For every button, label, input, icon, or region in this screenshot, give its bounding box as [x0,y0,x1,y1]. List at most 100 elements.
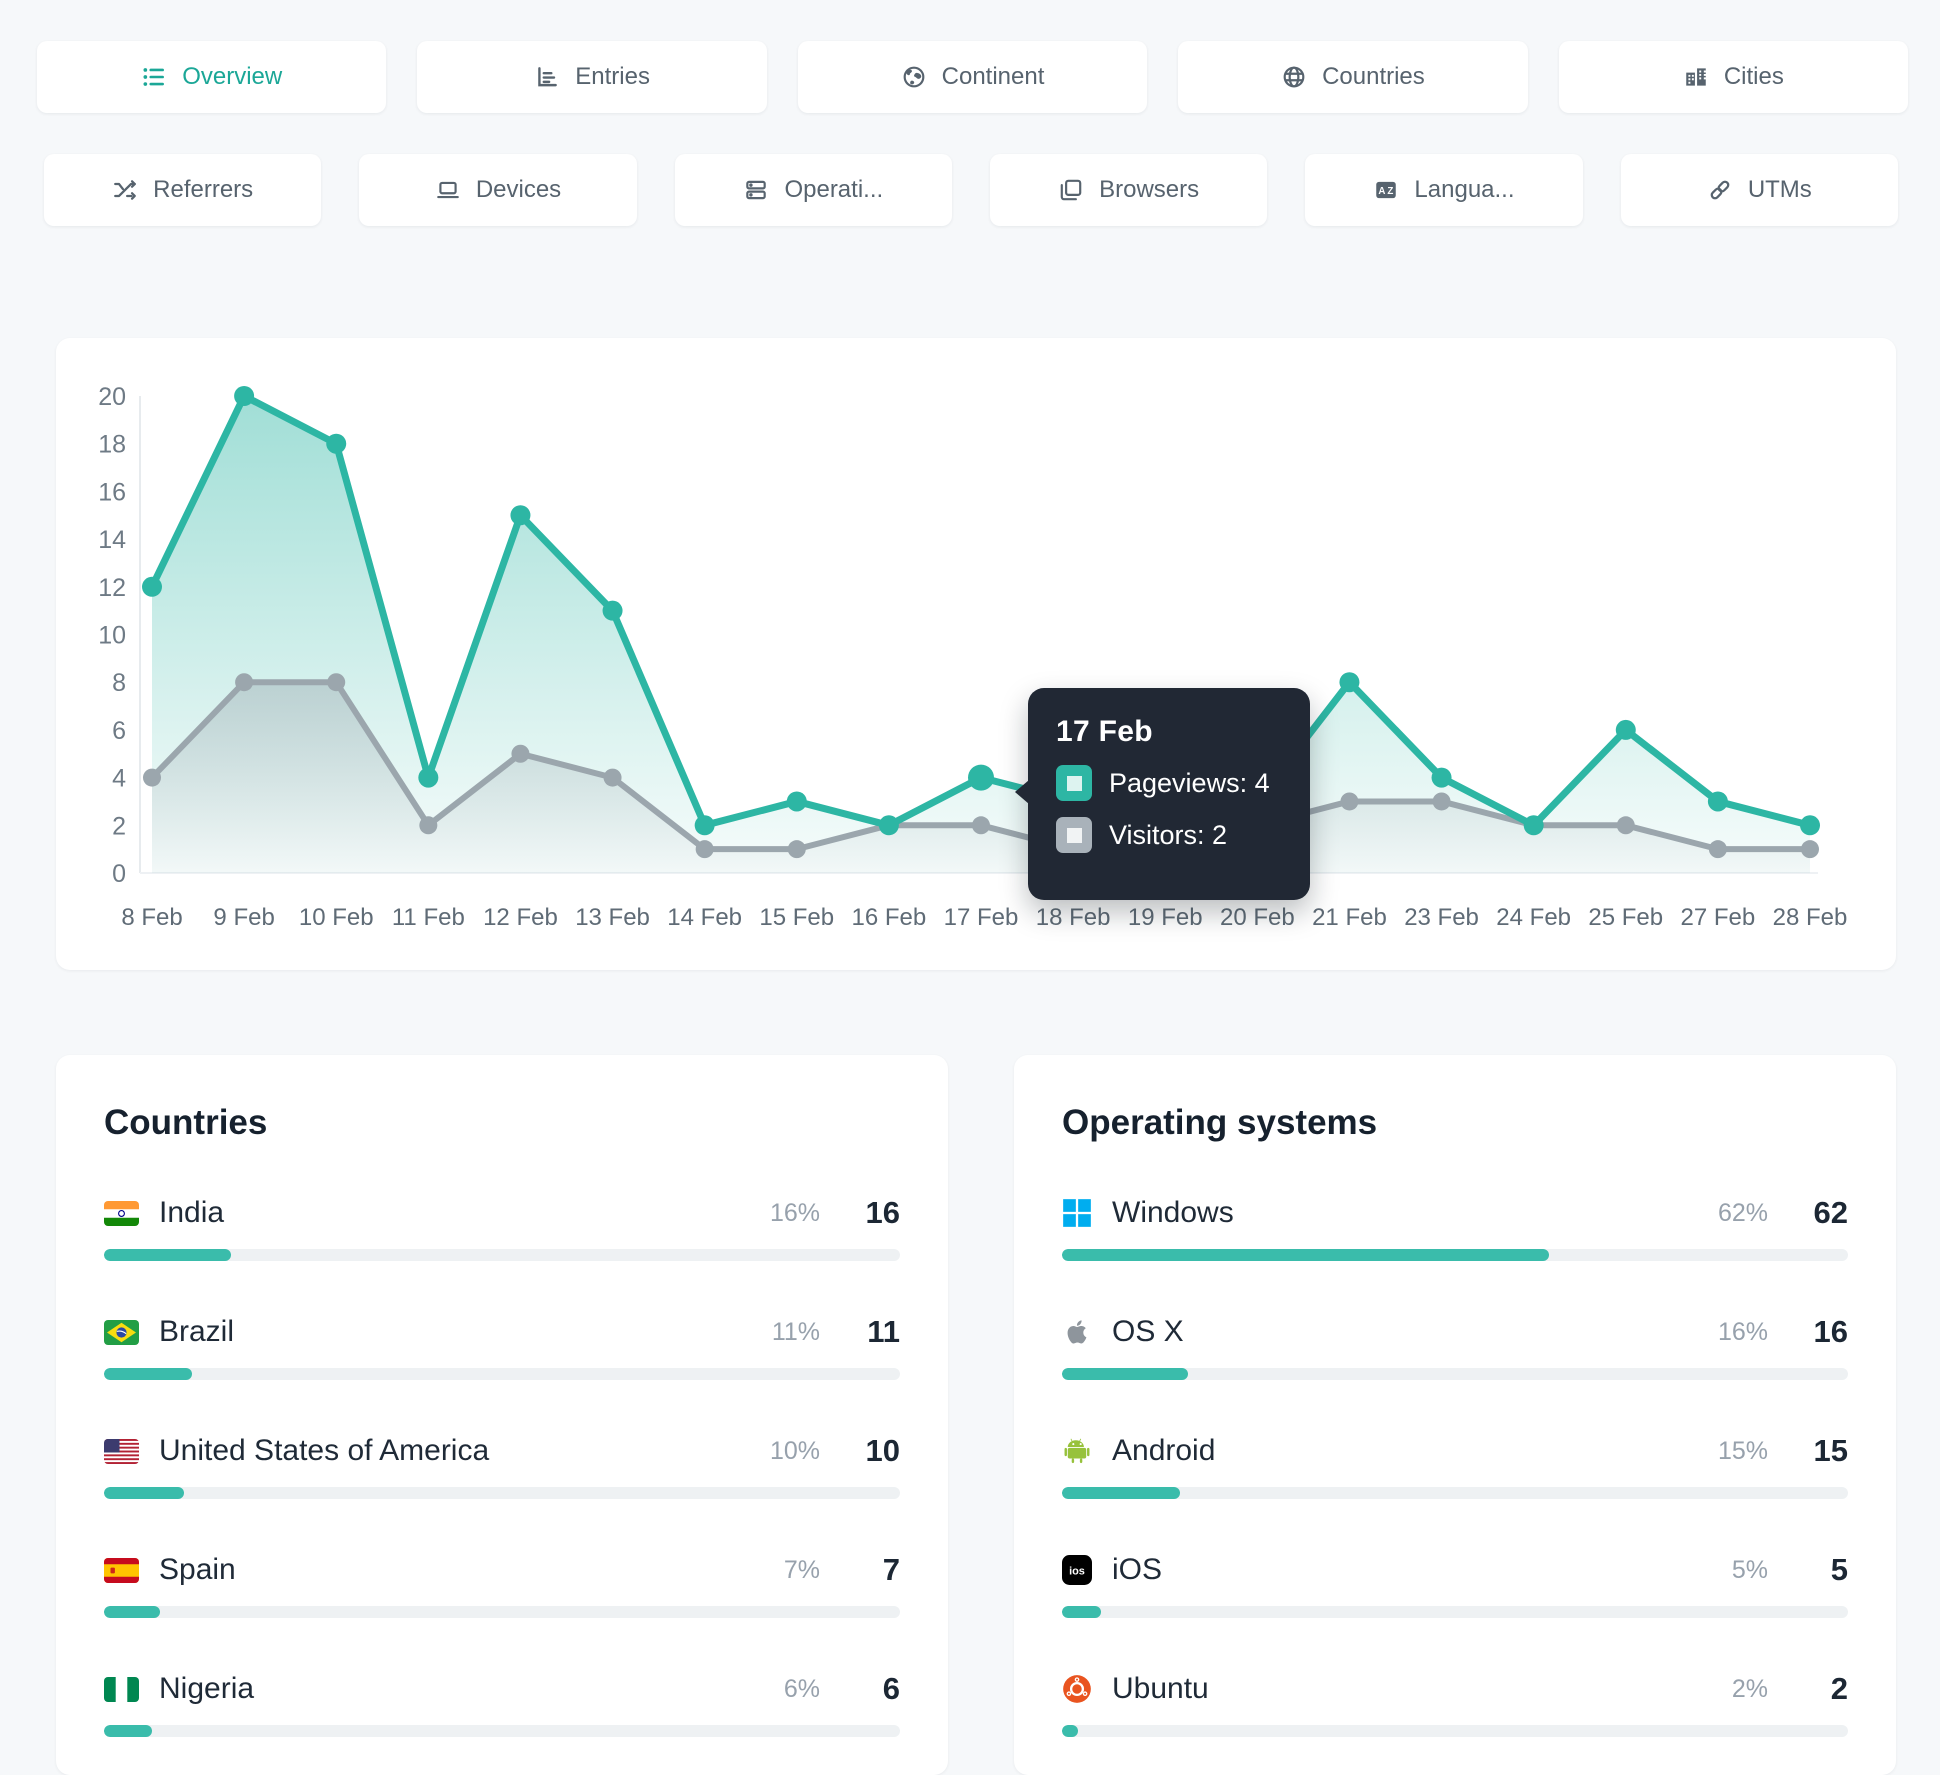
primary-tabs: Overview Entries Continent Countries Cities [37,41,1909,113]
tab-countries[interactable]: Countries [1178,41,1528,113]
progress-bar [1062,1606,1848,1618]
progress-bar [1062,1368,1848,1380]
series-swatch-icon [1056,817,1092,853]
x-tick-label: 19 Feb [1128,904,1203,931]
stat-row-top: ios iOS 5% 5 [1062,1552,1848,1588]
stat-percent: 16% [769,1198,820,1227]
pageviews-point [878,815,899,836]
chart-card[interactable]: 0 2 4 6 8 10 12 14 16 18 20 8 Feb 9 Feb 10 Feb 11 Feb 1… [56,338,1896,970]
windows-logo-icon [1062,1198,1092,1228]
traffic-area-chart[interactable]: 0 2 4 6 8 10 12 14 16 18 20 8 Feb 9 Feb 10 Feb 11 Feb 1… [56,338,1896,970]
ios-logo-icon: ios [1062,1555,1092,1585]
flag-india [104,1200,139,1226]
os-panel-title: Operating systems [1062,1103,1378,1142]
countries-panel: Countries India 16% 16 Brazil 11% 11 United St… [56,1055,948,1775]
progress-bar-fill [104,1368,192,1380]
stat-percent: 10% [769,1436,820,1465]
stat-value: 16 [1813,1314,1848,1349]
x-tick-label: 13 Feb [575,904,650,931]
visitors-point [511,744,530,763]
pageviews-point [234,386,255,406]
tab-label: Continent [941,63,1045,90]
list-item-spain[interactable]: Spain 7% 7 [104,1552,900,1618]
visitors-point [972,816,990,835]
pageviews-point [1800,815,1820,836]
pageviews-point [418,767,439,788]
tab-referrers[interactable]: Referrers [44,154,322,226]
x-tick-label: 24 Feb [1496,904,1571,931]
list-item-ios[interactable]: ios iOS 5% 5 [1062,1552,1848,1618]
tab-langua[interactable]: A Z Langua... [1305,154,1583,226]
y-tick-label: 14 [98,526,126,554]
progress-bar-fill [104,1725,152,1737]
progress-bar-fill [104,1487,184,1499]
visitors-point [603,768,622,787]
tab-entries[interactable]: Entries [417,41,767,113]
svg-text:Z: Z [1388,186,1394,197]
list-item-os-x[interactable]: OS X 16% 16 [1062,1314,1848,1380]
tab-operati[interactable]: Operati... [674,154,952,226]
tab-devices[interactable]: Devices [359,154,637,226]
list-item-brazil[interactable]: Brazil 11% 11 [104,1314,900,1380]
visitors-point [419,816,438,835]
flag-brazil [104,1319,139,1345]
chart-tooltip: 17 Feb Pageviews: 4 Visitors: 2 [1015,688,1310,900]
tooltip-row-label: Visitors: 2 [1109,819,1228,850]
x-tick-label: 12 Feb [483,904,558,931]
stat-row-top: Android 15% 15 [1062,1433,1848,1469]
pageviews-point [1707,791,1728,812]
series-swatch-icon [1056,765,1092,801]
x-tick-label: 17 Feb [944,904,1019,931]
y-tick-label: 18 [98,431,126,459]
list-item-windows[interactable]: Windows 62% 62 [1062,1195,1848,1261]
x-tick-label: 16 Feb [852,904,927,931]
stat-percent: 11% [771,1317,820,1346]
tab-overview[interactable]: Overview [37,41,387,113]
stat-percent: 6% [783,1674,820,1703]
tab-label: UTMs [1747,176,1812,203]
x-tick-label: 8 Feb [121,904,182,931]
pageviews-point [602,600,623,621]
stat-row-top: India 16% 16 [104,1195,900,1231]
y-tick-label: 8 [112,669,126,697]
visitors-point [327,673,346,692]
stat-value: 7 [882,1552,900,1587]
progress-bar-fill [1062,1606,1102,1618]
progress-bar [1062,1725,1848,1737]
progress-bar [104,1487,900,1499]
laptop-icon [435,177,461,203]
os-rows: Windows 62% 62 OS X 16% 16 Android 15% 15 ios iOS 5… [1062,1195,1848,1737]
tab-label: Devices [475,176,562,203]
x-tick-label: 21 Feb [1312,904,1387,931]
countries-panel-title: Countries [104,1103,268,1142]
list-item-united-states-of-america[interactable]: United States of America 10% 10 [104,1433,900,1499]
tab-continent[interactable]: Continent [797,41,1148,113]
y-tick-label: 2 [112,812,126,840]
stat-value: 62 [1813,1195,1848,1230]
list-item-nigeria[interactable]: Nigeria 6% 6 [104,1671,900,1737]
stat-value: 11 [867,1314,900,1349]
cities-building-icon [1683,64,1709,90]
progress-bar-fill [1062,1368,1188,1380]
tooltip-title: 17 Feb [1056,715,1153,748]
pageviews-point [326,433,347,454]
tab-utms[interactable]: UTMs [1620,154,1898,226]
pageviews-point [1339,672,1360,693]
tab-label: Referrers [153,176,254,203]
list-item-ubuntu[interactable]: Ubuntu 2% 2 [1062,1671,1848,1737]
countries-rows: India 16% 16 Brazil 11% 11 United States of Am… [104,1195,900,1737]
stat-percent: 62% [1717,1198,1768,1227]
visitors-point [235,673,254,692]
tab-browsers[interactable]: Browsers [989,154,1268,226]
list-item-android[interactable]: Android 15% 15 [1062,1433,1848,1499]
stat-value: 16 [865,1195,900,1230]
ubuntu-logo-icon [1062,1674,1092,1704]
progress-bar-fill [1062,1725,1078,1737]
y-tick-label: 10 [98,622,126,650]
list-item-india[interactable]: India 16% 16 [104,1195,900,1261]
tab-cities[interactable]: Cities [1558,41,1909,113]
progress-bar-fill [1062,1249,1550,1261]
stat-value: 15 [1813,1433,1848,1468]
pageviews-point [1523,815,1544,836]
stat-label: OS X [1112,1315,1184,1348]
